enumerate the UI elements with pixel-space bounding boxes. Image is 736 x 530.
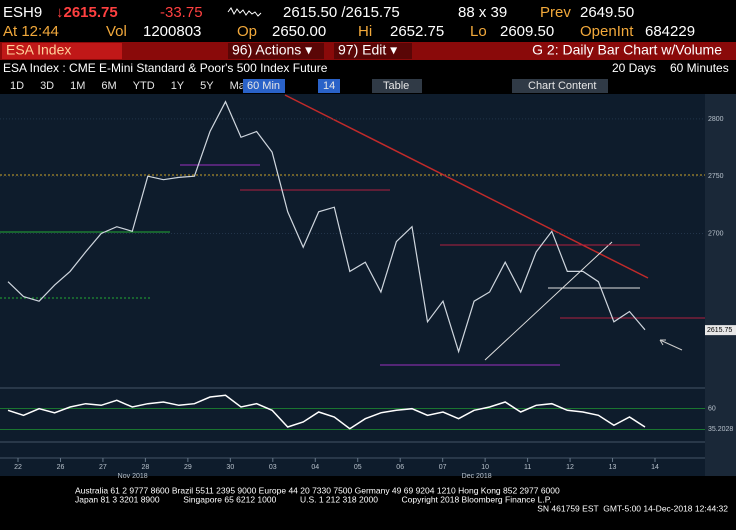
y-tick-label: 2800: [708, 116, 724, 123]
study-button[interactable]: 14: [323, 80, 335, 92]
content-box[interactable]: [512, 79, 608, 93]
last-price: ↓2615.75: [56, 4, 118, 21]
page-title: G 2: Daily Bar Chart w/Volume: [532, 42, 722, 58]
low: 2609.50: [500, 23, 554, 40]
table-button[interactable]: Table: [383, 80, 409, 92]
x-tick-label: 26: [57, 464, 65, 471]
ticker: ESH9: [3, 4, 42, 21]
range-button[interactable]: YTD: [133, 80, 155, 92]
edit-button[interactable]: [334, 43, 412, 59]
x-tick-label: 07: [439, 464, 447, 471]
edit[interactable]: 97) Edit ▾: [338, 42, 397, 58]
high-label: Hi: [358, 23, 372, 40]
x-tick-label: 10: [481, 464, 489, 471]
y-tick-label: 35.2028: [708, 426, 733, 433]
price-line: [7, 100, 646, 354]
x-tick-label: 14: [651, 464, 659, 471]
x-tick-label: 30: [226, 464, 234, 471]
x-tick-label: 29: [184, 464, 192, 471]
range-button[interactable]: 5Y: [200, 80, 214, 92]
bid-ask: 2615.50 /2615.75: [283, 4, 400, 21]
prev-label: Prev: [540, 4, 571, 21]
last-price-box: [705, 325, 736, 336]
trend-line: [284, 94, 649, 279]
x-tick-label: 28: [142, 464, 150, 471]
period: 60 Minutes: [670, 61, 729, 75]
high: 2652.75: [390, 23, 444, 40]
range-button[interactable]: 1Y: [171, 80, 185, 92]
open-label: Op: [237, 23, 257, 40]
trend-line: [484, 241, 613, 361]
interval-box[interactable]: [243, 79, 285, 93]
prev: 2649.50: [580, 4, 634, 21]
range-button[interactable]: 6M: [101, 80, 116, 92]
chart: 2800 2750 2700 2615.75 60 35.2028 22 26 27 28 29 30…: [0, 100, 736, 480]
arrow: [659, 339, 683, 351]
y-tick-label: 60: [708, 406, 716, 413]
x-tick-label: 03: [269, 464, 277, 471]
footer-line: Japan 81 3 3201 8900 Singapore 65 6212 1…: [75, 494, 552, 504]
study-box[interactable]: [318, 79, 340, 93]
oscillator-line: [7, 394, 646, 430]
security[interactable]: ESA Index: [6, 42, 71, 58]
open: 2650.00: [272, 23, 326, 40]
sparkline: [227, 7, 262, 17]
y-tick-label: 2700: [708, 230, 724, 237]
footer-line: SN 461759 EST GMT-5:00 14-Dec-2018 12:44…: [537, 503, 728, 513]
x-tick-label: 22: [14, 464, 22, 471]
oi-label: OpenInt: [580, 23, 634, 40]
content-button[interactable]: Chart Content: [528, 80, 596, 92]
description: ESA Index : CME E-Mini Standard & Poor's…: [3, 61, 328, 75]
change: -33.75: [160, 4, 203, 21]
x-tick-label: 13: [609, 464, 617, 471]
month-label: Dec 2018: [462, 473, 492, 480]
actions-button[interactable]: [228, 43, 324, 59]
y-tick-label: 2750: [708, 173, 724, 180]
x-tick-label: 06: [396, 464, 404, 471]
x-tick-label: 27: [99, 464, 107, 471]
range-button[interactable]: 3D: [40, 80, 54, 92]
footer-line: Australia 61 2 9777 8600 Brazil 5511 239…: [75, 485, 560, 495]
range-button[interactable]: 1D: [10, 80, 24, 92]
oi: 684229: [645, 23, 695, 40]
x-tick-label: 05: [354, 464, 362, 471]
right-axis: [705, 94, 736, 476]
actions[interactable]: 96) Actions ▾: [232, 42, 312, 58]
size: 88 x 39: [458, 4, 507, 21]
vol: 1200803: [143, 23, 201, 40]
range: 20 Days: [612, 61, 656, 75]
x-tick-label: 04: [311, 464, 319, 471]
interval-button[interactable]: 60 Min: [247, 80, 280, 92]
month-label: Nov 2018: [118, 473, 148, 480]
security-box[interactable]: [2, 43, 122, 59]
last-price-label: 2615.75: [707, 327, 732, 334]
low-label: Lo: [470, 23, 487, 40]
table-box[interactable]: [372, 79, 422, 93]
range-button[interactable]: 1M: [70, 80, 85, 92]
time: At 12:44: [3, 23, 59, 40]
x-tick-label: 12: [566, 464, 574, 471]
vol-label: Vol: [106, 23, 127, 40]
x-tick-label: 11: [524, 464, 531, 471]
chart-area: [0, 94, 736, 476]
